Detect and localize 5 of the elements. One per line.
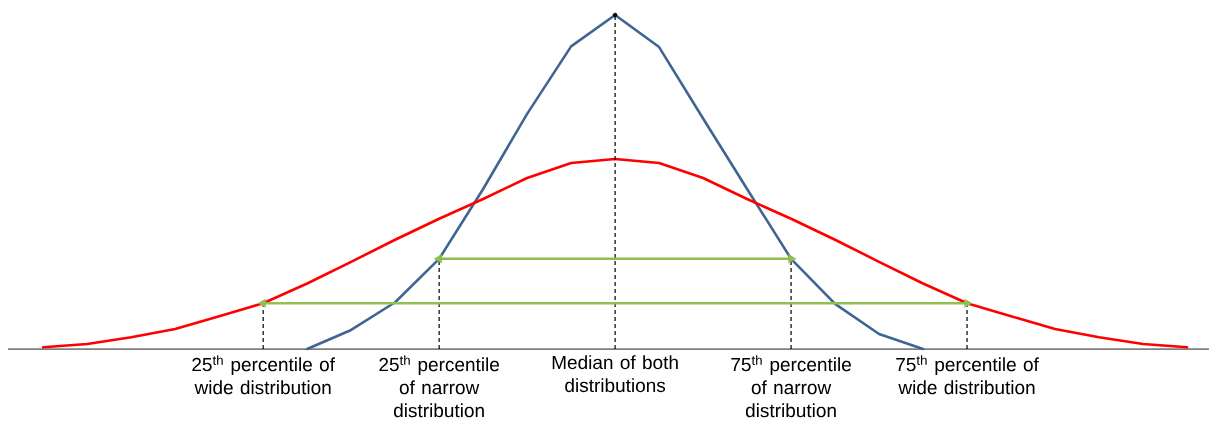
x-tick-label: Median of both distributions (552, 355, 678, 393)
x-tick-label: 75$^{th}$ percentile of wide distribution (896, 355, 1039, 395)
x-tick-label: 25$^{th}$ percentile of narrow distribution (379, 355, 499, 418)
x-tick-label: 25$^{th}$ percentile of wide distribution (192, 355, 335, 395)
x-tick-label: 75$^{th}$ percentile of narrow distribution (731, 355, 851, 418)
